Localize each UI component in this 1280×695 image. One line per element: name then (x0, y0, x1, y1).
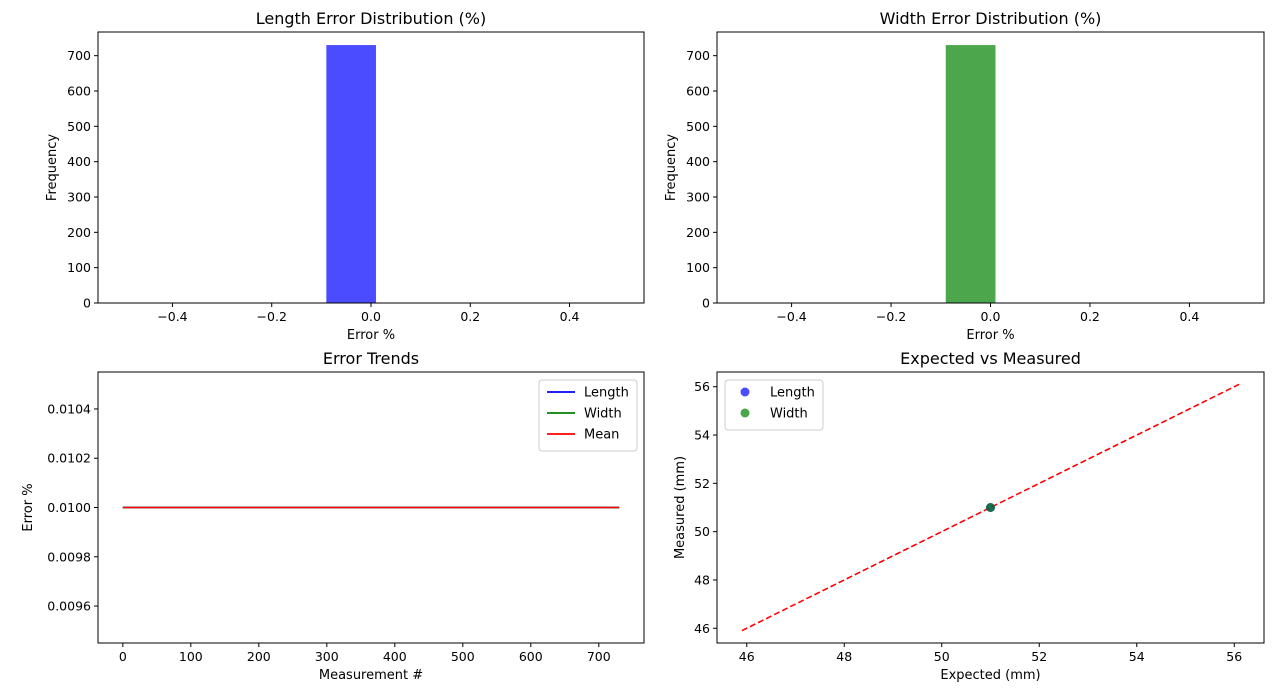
chart-panel-3: 0 100 200 300 400 500 600 700 0.0096 0.0098 0.0100… (21, 349, 645, 683)
x-tick-label: 0.4 (1179, 309, 1199, 324)
x-tick-label: 300 (315, 649, 339, 664)
y-tick-label: 500 (67, 119, 91, 134)
x-tick-label: 600 (519, 649, 543, 664)
x-axis-label: Expected (mm) (940, 668, 1040, 683)
chart-title: Width Error Distribution (%) (880, 9, 1102, 28)
legend-label-width: Width (770, 407, 808, 422)
x-tick-label: 48 (836, 649, 852, 664)
y-axis-label: Frequency (45, 134, 60, 201)
x-tick-label: −0.4 (776, 309, 806, 324)
y-tick-label: 700 (686, 48, 710, 63)
legend-label-mean: Mean (584, 428, 619, 443)
y-tick-label: 300 (686, 190, 710, 205)
reference-line (741, 383, 1240, 632)
chart-panel-1: −0.4 −0.2 0.0 0.2 0.4 0 100 200 300 400 500 600 700 L… (45, 9, 645, 343)
y-tick-label: 52 (694, 476, 710, 491)
x-tick-label: −0.4 (157, 309, 187, 324)
x-axis-label: Error % (966, 328, 1014, 343)
y-axis-label: Frequency (664, 134, 679, 201)
y-axis-label: Measured (mm) (673, 456, 688, 559)
y-tick-label: 0.0102 (47, 451, 91, 466)
y-tick-label: 48 (694, 572, 710, 587)
legend-swatch-width (740, 408, 750, 418)
x-tick-label: 0.2 (1080, 309, 1100, 324)
x-tick-label: 0 (119, 649, 127, 664)
x-tick-label: 52 (1031, 649, 1047, 664)
legend-box (724, 379, 824, 431)
histogram-bar (945, 45, 996, 304)
x-tick-label: 500 (451, 649, 475, 664)
y-axis-label: Error % (21, 483, 36, 531)
y-tick-label: 100 (686, 260, 710, 275)
x-tick-label: 46 (739, 649, 755, 664)
x-tick-label: 50 (934, 649, 950, 664)
x-tick-label: −0.2 (257, 309, 287, 324)
plot-area (326, 45, 376, 304)
y-tick-label: 300 (67, 190, 91, 205)
histogram-bar (326, 45, 376, 304)
axes-frame (716, 371, 1265, 644)
x-tick-label: 100 (179, 649, 203, 664)
y-tick-label: 200 (686, 225, 710, 240)
legend-label-length: Length (770, 386, 815, 401)
scatter-point-width (986, 503, 995, 512)
plot-area (741, 383, 1240, 632)
x-tick-label: 54 (1129, 649, 1145, 664)
legend: Length Width (724, 379, 824, 431)
chart-panel-2: −0.4 −0.2 0.0 0.2 0.4 0 100 200 300 400 500 600 700 W… (664, 9, 1265, 343)
x-tick-label: 0.2 (460, 309, 480, 324)
x-tick-label: 700 (587, 649, 611, 664)
y-tick-label: 700 (67, 48, 91, 63)
y-tick-label: 0.0104 (47, 401, 91, 416)
y-tick-label: 50 (694, 524, 710, 539)
chart-panel-4: 46 48 50 52 54 56 46 48 50 52 54 56 Expected vs Meas… (673, 349, 1265, 683)
y-tick-label: 0.0100 (47, 500, 91, 515)
plot-area (945, 45, 996, 304)
x-tick-label: 400 (383, 649, 407, 664)
y-tick-label: 0.0096 (47, 599, 91, 614)
x-tick-label: 0.4 (560, 309, 580, 324)
legend-label-length: Length (584, 386, 629, 401)
y-tick-label: 400 (686, 154, 710, 169)
y-tick-label: 0 (702, 296, 710, 311)
x-tick-label: 200 (247, 649, 271, 664)
legend-label-width: Width (584, 407, 622, 422)
chart-title: Error Trends (323, 349, 419, 368)
y-tick-label: 0.0098 (47, 549, 91, 564)
y-tick-label: 200 (67, 225, 91, 240)
y-tick-label: 500 (686, 119, 710, 134)
x-tick-label: 0.0 (981, 309, 1001, 324)
legend-swatch-length (740, 387, 750, 397)
y-tick-label: 0 (83, 296, 91, 311)
y-tick-label: 56 (694, 379, 710, 394)
x-axis-label: Measurement # (319, 668, 423, 683)
x-axis-label: Error % (347, 328, 395, 343)
chart-title: Length Error Distribution (%) (256, 9, 486, 28)
y-tick-label: 600 (67, 84, 91, 99)
y-tick-label: 54 (694, 428, 710, 443)
y-tick-label: 600 (686, 84, 710, 99)
y-tick-label: 400 (67, 154, 91, 169)
x-tick-label: −0.2 (876, 309, 906, 324)
y-tick-label: 46 (694, 621, 710, 636)
x-tick-label: 0.0 (361, 309, 381, 324)
chart-title: Expected vs Measured (900, 349, 1081, 368)
y-tick-label: 100 (67, 260, 91, 275)
legend: Length Width Mean (538, 379, 638, 452)
x-tick-label: 56 (1226, 649, 1242, 664)
